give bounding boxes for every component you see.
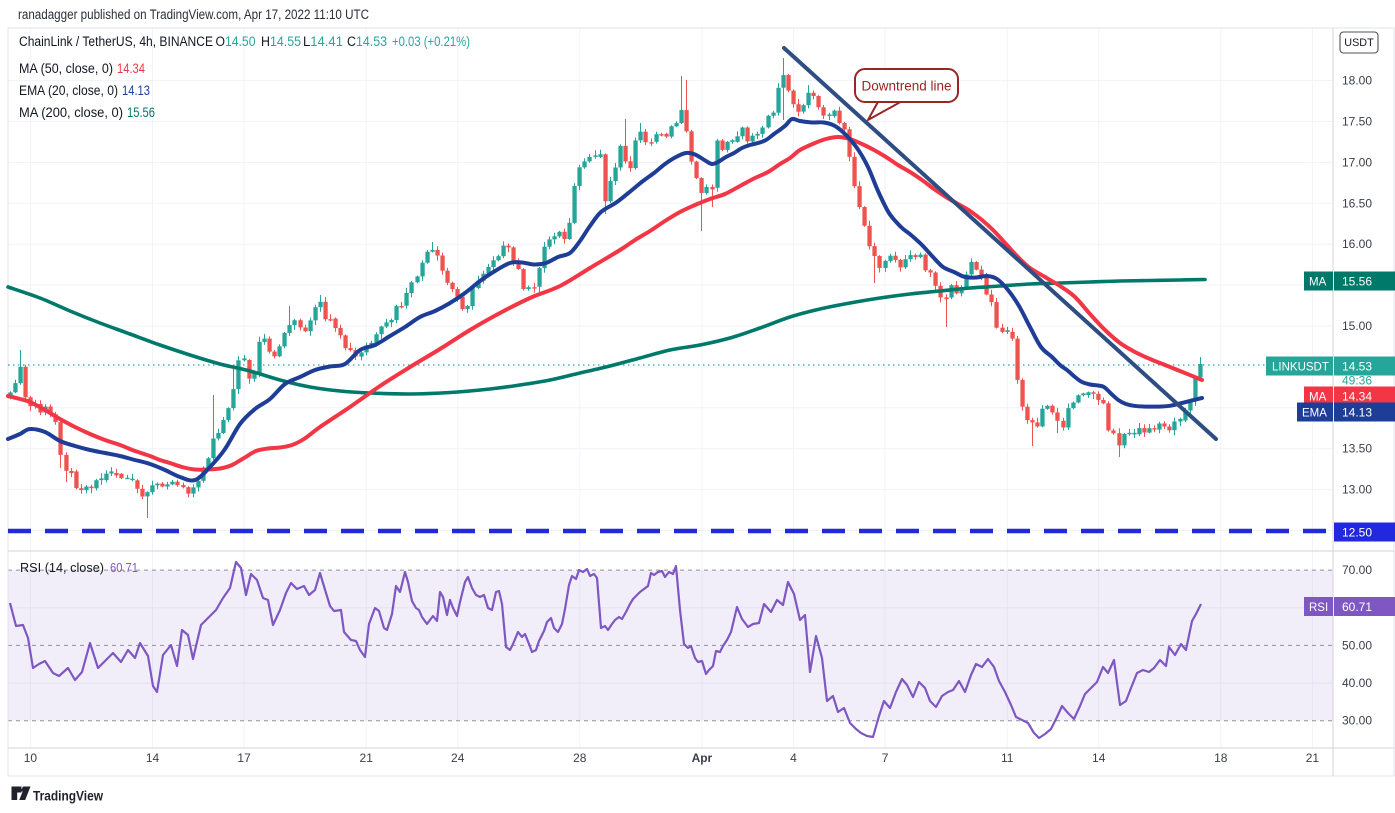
- svg-text:16.50: 16.50: [1342, 196, 1372, 210]
- svg-text:Apr: Apr: [692, 751, 713, 765]
- svg-text:30.00: 30.00: [1342, 714, 1372, 728]
- svg-text:15.56: 15.56: [127, 105, 155, 120]
- svg-text:17: 17: [237, 751, 251, 765]
- svg-text:7: 7: [882, 751, 889, 765]
- svg-text:60.71: 60.71: [1342, 600, 1372, 614]
- svg-text:10: 10: [24, 751, 38, 765]
- svg-text:MA: MA: [1309, 392, 1327, 404]
- svg-text:60.71: 60.71: [110, 560, 138, 575]
- svg-text:MA (50, close, 0): MA (50, close, 0): [19, 61, 113, 76]
- svg-text:O14.50: O14.50: [216, 34, 256, 49]
- svg-text:15.56: 15.56: [1342, 275, 1372, 289]
- svg-text:LINKUSDT: LINKUSDT: [1272, 362, 1329, 374]
- svg-text:16.00: 16.00: [1342, 237, 1372, 251]
- svg-text:49:36: 49:36: [1342, 374, 1372, 388]
- svg-text:4: 4: [790, 751, 797, 765]
- svg-text:ChainLink / TetherUS, 4h, BINA: ChainLink / TetherUS, 4h, BINANCE: [19, 34, 213, 49]
- svg-text:TradingView: TradingView: [33, 789, 103, 804]
- svg-text:18: 18: [1214, 751, 1228, 765]
- svg-text:C14.53: C14.53: [347, 34, 387, 49]
- svg-text:EMA (20, close, 0): EMA (20, close, 0): [19, 83, 118, 98]
- svg-text:EMA: EMA: [1302, 408, 1327, 420]
- svg-text:70.00: 70.00: [1342, 563, 1372, 577]
- svg-text:12.50: 12.50: [1342, 526, 1372, 540]
- svg-text:14.13: 14.13: [1342, 406, 1372, 420]
- svg-text:24: 24: [451, 751, 465, 765]
- svg-text:MA: MA: [1309, 277, 1327, 289]
- svg-text:15.00: 15.00: [1342, 319, 1372, 333]
- svg-text:14.53: 14.53: [1342, 360, 1372, 374]
- svg-text:21: 21: [360, 751, 374, 765]
- svg-text:14.13: 14.13: [122, 83, 150, 98]
- svg-text:USDT: USDT: [1344, 37, 1374, 49]
- svg-text:28: 28: [573, 751, 587, 765]
- svg-text:+0.03 (+0.21%): +0.03 (+0.21%): [392, 34, 470, 49]
- svg-text:H14.55: H14.55: [261, 34, 301, 49]
- svg-text:13.00: 13.00: [1342, 483, 1372, 497]
- svg-text:40.00: 40.00: [1342, 676, 1372, 690]
- svg-text:50.00: 50.00: [1342, 638, 1372, 652]
- svg-text:13.50: 13.50: [1342, 442, 1372, 456]
- svg-text:17.50: 17.50: [1342, 115, 1372, 129]
- svg-text:14.34: 14.34: [1342, 390, 1372, 404]
- svg-text:Downtrend line: Downtrend line: [862, 79, 952, 94]
- svg-text:17.00: 17.00: [1342, 155, 1372, 169]
- svg-text:L14.41: L14.41: [303, 34, 343, 49]
- svg-text:14: 14: [146, 751, 160, 765]
- svg-text:11: 11: [1001, 751, 1014, 765]
- svg-text:RSI: RSI: [1309, 602, 1328, 614]
- svg-text:RSI (14, close): RSI (14, close): [20, 560, 104, 575]
- svg-text:14.34: 14.34: [117, 61, 145, 76]
- svg-text:MA (200, close, 0): MA (200, close, 0): [19, 105, 123, 120]
- svg-text:21: 21: [1306, 751, 1320, 765]
- svg-text:18.00: 18.00: [1342, 74, 1372, 88]
- svg-text:14: 14: [1092, 751, 1106, 765]
- svg-text:ranadagger published on Tradin: ranadagger published on TradingView.com,…: [18, 7, 369, 22]
